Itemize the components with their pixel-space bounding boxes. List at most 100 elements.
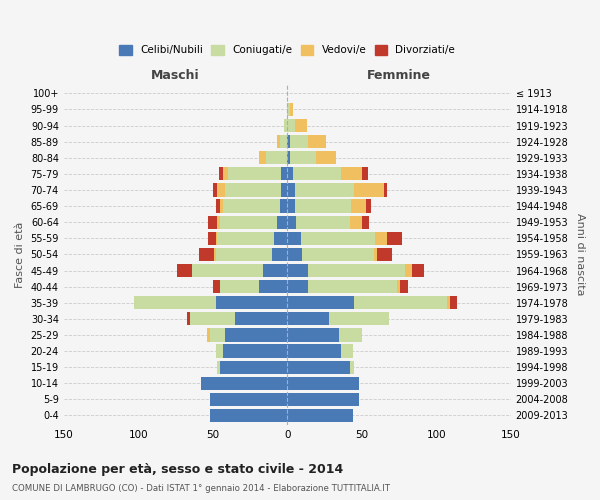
Bar <box>220 360 287 374</box>
Text: Femmine: Femmine <box>367 69 431 82</box>
Bar <box>210 393 287 406</box>
Bar <box>220 200 223 212</box>
Bar <box>287 135 290 148</box>
Y-axis label: Anni di nascita: Anni di nascita <box>575 213 585 296</box>
Bar <box>223 200 280 212</box>
Bar <box>397 280 400 293</box>
Text: Maschi: Maschi <box>151 69 200 82</box>
Bar <box>287 296 354 310</box>
Bar <box>201 376 287 390</box>
Bar <box>384 184 387 196</box>
Bar <box>340 328 362 342</box>
Bar <box>187 312 190 326</box>
Bar <box>374 248 377 261</box>
Bar <box>290 151 316 164</box>
Bar <box>220 216 277 229</box>
Bar <box>308 135 326 148</box>
Bar <box>216 296 287 310</box>
Y-axis label: Fasce di età: Fasce di età <box>15 221 25 288</box>
Bar <box>216 344 223 358</box>
Bar <box>412 264 424 277</box>
Bar <box>287 312 329 326</box>
Bar <box>224 328 287 342</box>
Bar <box>287 376 359 390</box>
Bar <box>259 280 287 293</box>
Bar <box>366 200 371 212</box>
Bar <box>280 200 287 212</box>
Bar <box>295 184 354 196</box>
Bar <box>287 168 293 180</box>
Bar <box>341 344 353 358</box>
Bar <box>190 312 235 326</box>
Bar <box>284 119 287 132</box>
Bar <box>217 216 220 229</box>
Bar <box>287 328 340 342</box>
Bar <box>295 200 352 212</box>
Bar <box>446 296 449 310</box>
Bar <box>287 344 341 358</box>
Bar <box>287 360 350 374</box>
Bar <box>213 280 220 293</box>
Bar <box>341 168 362 180</box>
Bar <box>377 248 392 261</box>
Bar <box>223 168 227 180</box>
Bar <box>287 232 301 245</box>
Bar <box>208 216 217 229</box>
Bar <box>192 264 263 277</box>
Bar <box>350 216 362 229</box>
Bar <box>259 151 266 164</box>
Bar <box>301 232 375 245</box>
Bar <box>210 409 287 422</box>
Bar <box>213 184 217 196</box>
Text: COMUNE DI LAMBRUGO (CO) - Dati ISTAT 1° gennaio 2014 - Elaborazione TUTTITALIA.I: COMUNE DI LAMBRUGO (CO) - Dati ISTAT 1° … <box>12 484 390 493</box>
Bar <box>350 360 354 374</box>
Bar <box>217 232 274 245</box>
Text: Popolazione per età, sesso e stato civile - 2014: Popolazione per età, sesso e stato civil… <box>12 462 343 475</box>
Bar <box>272 248 287 261</box>
Bar <box>217 184 224 196</box>
Bar <box>354 184 384 196</box>
Bar <box>287 216 296 229</box>
Bar <box>281 168 287 180</box>
Bar <box>199 248 214 261</box>
Bar <box>308 264 405 277</box>
Bar <box>280 135 287 148</box>
Bar <box>224 184 281 196</box>
Bar <box>266 151 287 164</box>
Bar <box>210 328 224 342</box>
Bar <box>329 312 389 326</box>
Bar <box>227 168 281 180</box>
Bar <box>352 200 366 212</box>
Bar <box>223 344 287 358</box>
Bar <box>263 264 287 277</box>
Bar <box>220 280 259 293</box>
Bar <box>449 296 457 310</box>
Bar <box>362 168 368 180</box>
Bar <box>287 264 308 277</box>
Bar <box>287 184 295 196</box>
Bar <box>362 216 369 229</box>
Bar <box>217 360 220 374</box>
Bar <box>296 216 350 229</box>
Bar <box>177 264 192 277</box>
Bar <box>354 296 446 310</box>
Bar <box>214 248 216 261</box>
Bar <box>216 232 217 245</box>
Bar <box>295 119 307 132</box>
Bar <box>274 232 287 245</box>
Bar <box>316 151 337 164</box>
Bar <box>219 168 223 180</box>
Bar <box>287 280 308 293</box>
Bar <box>287 248 302 261</box>
Bar <box>287 409 353 422</box>
Bar <box>405 264 412 277</box>
Bar <box>290 135 308 148</box>
Bar <box>287 151 290 164</box>
Bar <box>287 393 359 406</box>
Bar <box>235 312 287 326</box>
Bar <box>308 280 397 293</box>
Bar <box>134 296 216 310</box>
Bar <box>277 216 287 229</box>
Bar <box>216 200 220 212</box>
Bar <box>387 232 402 245</box>
